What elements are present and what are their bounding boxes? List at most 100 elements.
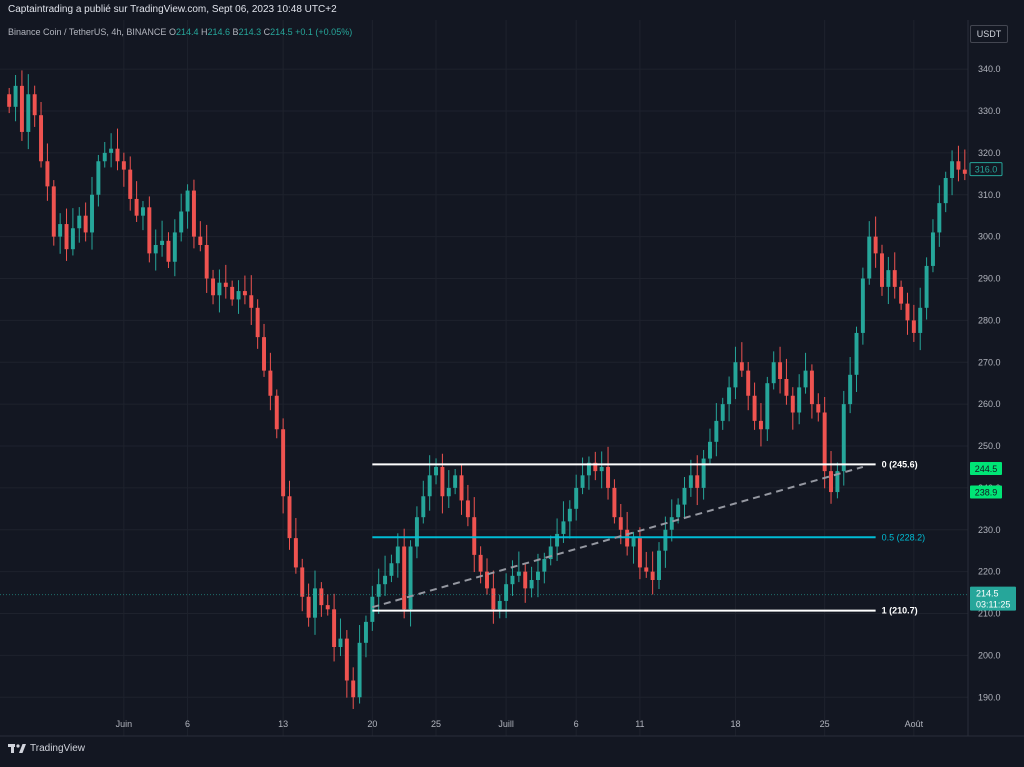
candle-body — [516, 571, 521, 576]
candle-body — [363, 621, 368, 643]
candle-body — [943, 178, 948, 204]
candle-body — [720, 404, 725, 421]
symbol-name: Binance Coin / TetherUS, 4h, BINANCE — [8, 27, 167, 37]
candle-body — [841, 404, 846, 472]
fib-level-label: 1 (210.7) — [882, 606, 918, 616]
price-axis[interactable]: 190.0200.0210.0220.0230.0240.0250.0260.0… — [967, 20, 1016, 736]
candle-body — [835, 471, 840, 493]
candle-body — [223, 282, 228, 287]
candle-body — [504, 584, 509, 601]
candle-body — [950, 161, 955, 178]
time-tick-label: 13 — [278, 719, 288, 729]
candle-body — [128, 169, 133, 199]
candle-body — [70, 228, 75, 250]
price-tick-label: 260.0 — [978, 399, 1001, 409]
candle-body — [274, 395, 279, 430]
high-value: 214.6 — [207, 27, 231, 37]
candle-body — [434, 466, 439, 476]
price-tick-label: 230.0 — [978, 525, 1001, 535]
time-axis[interactable]: Juin 6 13 20 25 Juill 6 11 18 25 Août — [0, 719, 1024, 737]
time-tick-label: 25 — [431, 719, 441, 729]
time-tick-label: Août — [905, 719, 924, 729]
candle-body — [918, 307, 923, 333]
candle-body — [924, 265, 929, 308]
currency-button[interactable]: USDT — [970, 25, 1008, 43]
candle-body — [880, 253, 884, 287]
candle-body — [453, 475, 458, 488]
price-tick-label: 270.0 — [978, 357, 1001, 367]
candle-body — [370, 596, 375, 622]
candle-body — [166, 240, 171, 262]
candle-body — [829, 471, 834, 493]
candle-body — [790, 395, 795, 413]
price-tag-label: 238.9 — [975, 487, 998, 497]
candle-body — [332, 609, 337, 647]
candle-body — [854, 332, 859, 375]
current-price-label: 214.5 — [976, 589, 999, 599]
tradingview-logo[interactable]: TradingView — [8, 743, 85, 754]
candle-body — [529, 580, 534, 589]
candle-body — [408, 546, 413, 610]
candle-body — [191, 190, 196, 237]
candle-body — [185, 190, 190, 212]
candle-body — [204, 245, 209, 279]
time-tick-label: Juin — [116, 719, 133, 729]
price-tick-label: 200.0 — [978, 650, 1001, 660]
candle-body — [39, 115, 44, 162]
candle-body — [727, 387, 732, 405]
candle-body — [160, 240, 165, 245]
fib-level-label: 0.5 (228.2) — [882, 532, 926, 542]
candle-body — [650, 571, 655, 580]
candle-body — [688, 475, 693, 488]
candle-body — [262, 337, 266, 371]
candle-body — [344, 638, 349, 681]
candle-body — [491, 588, 496, 610]
candle-body — [268, 370, 273, 396]
candle-body — [669, 517, 674, 530]
candle-body — [64, 224, 69, 250]
candle-body — [733, 362, 738, 388]
candle-body — [905, 303, 910, 321]
candle-body — [230, 286, 235, 300]
candle-body — [555, 533, 560, 547]
close-value: 214.5 — [270, 27, 293, 37]
candle-body — [338, 638, 343, 647]
candle-body — [102, 152, 107, 162]
candle-body — [956, 161, 961, 170]
grid-lines — [0, 20, 968, 736]
candle-body — [784, 379, 789, 396]
candle-body — [147, 207, 152, 254]
candle-body — [535, 571, 540, 580]
close-label: C — [263, 27, 271, 37]
candle-body — [911, 320, 916, 333]
candle-body — [606, 466, 611, 488]
candle-body — [937, 203, 942, 233]
candle-body — [867, 236, 872, 279]
candle-body — [459, 475, 464, 501]
candles — [7, 70, 967, 709]
price-tag-bg — [970, 462, 1002, 476]
candle-body — [644, 567, 649, 572]
time-tick-label: 6 — [185, 719, 190, 729]
candle-body — [427, 475, 432, 497]
candle-body — [58, 224, 63, 237]
candle-body — [357, 642, 362, 698]
candle-body — [281, 429, 286, 497]
candle-body — [472, 517, 477, 555]
candle-body — [809, 370, 814, 405]
candle-body — [816, 404, 821, 413]
candle-body — [115, 148, 120, 162]
candle-body — [618, 517, 623, 530]
candle-body — [548, 546, 553, 560]
candle-body — [306, 596, 311, 618]
price-tick-label: 280.0 — [978, 315, 1001, 325]
candle-body — [752, 395, 757, 421]
candle-body — [758, 420, 763, 430]
candle-body — [714, 420, 719, 442]
candle-body — [217, 282, 222, 296]
candle-body — [637, 538, 642, 568]
candle-body — [121, 161, 126, 170]
candle-body — [319, 588, 324, 606]
